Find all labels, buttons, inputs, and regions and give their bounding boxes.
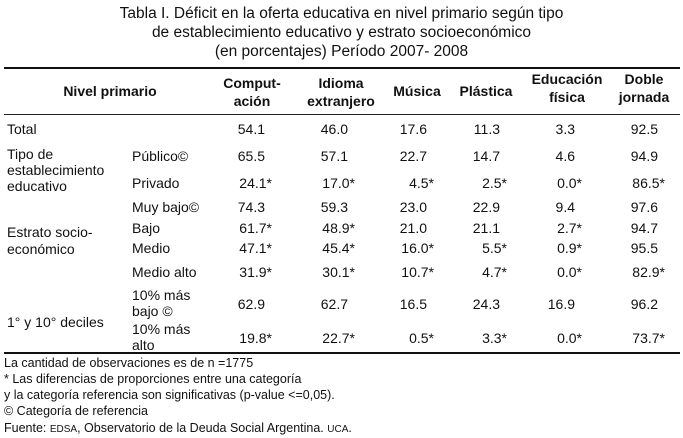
group-total: Total bbox=[7, 121, 37, 137]
cell-musica: 16.0* bbox=[401, 240, 434, 256]
header-idioma-extranjero: Idioma extranjero bbox=[307, 75, 375, 109]
cell-educacion-fisica: 2.7* bbox=[557, 220, 582, 236]
cell-computacion: 24.1* bbox=[239, 175, 272, 191]
cell-doble-jornada: 92.5 bbox=[630, 121, 658, 137]
table-bottom-rule bbox=[4, 352, 680, 354]
cell-idioma: 46.0 bbox=[320, 121, 348, 137]
cell-doble-jornada: 94.7 bbox=[630, 220, 658, 236]
cell-plastica: 11.3 bbox=[473, 121, 500, 137]
cell-idioma: 57.1 bbox=[320, 148, 348, 164]
title-line-2: de establecimiento educativo y estrato s… bbox=[151, 24, 532, 41]
cell-computacion: 54.1 bbox=[237, 121, 265, 137]
cell-computacion: 31.9* bbox=[239, 264, 272, 280]
cell-educacion-fisica: 9.4 bbox=[555, 199, 575, 215]
title-line-1: Tabla I. Déficit en la oferta educativa … bbox=[119, 5, 564, 22]
cell-educacion-fisica: 0.0* bbox=[557, 330, 582, 346]
cell-plastica: 24.3 bbox=[472, 296, 500, 312]
note-significance-2: y la categoría referencia son significat… bbox=[4, 388, 335, 402]
cell-educacion-fisica: 4.6 bbox=[555, 148, 575, 164]
group-estrato-socioeconomico: Estrato socio- económico bbox=[7, 224, 93, 257]
cell-doble-jornada: 82.9* bbox=[632, 264, 665, 280]
row-label-privado: Privado bbox=[132, 175, 180, 191]
cell-computacion: 65.5 bbox=[237, 148, 265, 164]
row-label-10-mas-alto: 10% más alto bbox=[132, 321, 191, 353]
note-reference-category: © Categoría de referencia bbox=[4, 404, 149, 418]
cell-musica: 17.6 bbox=[399, 121, 427, 137]
cell-plastica: 21.1 bbox=[472, 220, 500, 236]
row-label-medio-alto: Medio alto bbox=[132, 264, 197, 280]
header-nivel-primario: Nivel primario bbox=[63, 83, 157, 99]
row-label-muy-bajo: Muy bajo© bbox=[132, 199, 200, 215]
cell-musica: 21.0 bbox=[399, 220, 427, 236]
cell-doble-jornada: 86.5* bbox=[632, 175, 665, 191]
header-musica: Música bbox=[393, 83, 441, 99]
row-label-bajo: Bajo bbox=[132, 220, 161, 236]
cell-educacion-fisica: 0.0* bbox=[557, 264, 582, 280]
cell-musica: 22.7 bbox=[399, 148, 427, 164]
cell-plastica: 4.7* bbox=[482, 264, 507, 280]
cell-computacion: 47.1* bbox=[239, 240, 272, 256]
group-deciles: 1° y 10° deciles bbox=[7, 314, 104, 330]
note-significance-1: * Las diferencias de proporciones entre … bbox=[4, 372, 302, 386]
cell-doble-jornada: 94.9 bbox=[630, 148, 658, 164]
cell-doble-jornada: 73.7* bbox=[632, 330, 665, 346]
cell-educacion-fisica: 0.0* bbox=[557, 175, 582, 191]
cell-idioma: 62.7 bbox=[320, 296, 348, 312]
cell-doble-jornada: 95.5 bbox=[630, 240, 658, 256]
group-tipo-establecimiento: Tipo de establecimiento educativo bbox=[7, 146, 105, 194]
cell-musica: 23.0 bbox=[399, 199, 427, 215]
cell-computacion: 74.3 bbox=[237, 199, 265, 215]
note-source: Fuente: EDSA, Observatorio de la Deuda S… bbox=[4, 421, 352, 435]
cell-educacion-fisica: 0.9* bbox=[557, 240, 582, 256]
header-computacion: Comput- ación bbox=[223, 75, 281, 109]
cell-idioma: 30.1* bbox=[322, 264, 355, 280]
cell-doble-jornada: 96.2 bbox=[630, 296, 658, 312]
cell-musica: 0.5* bbox=[409, 330, 434, 346]
cell-idioma: 22.7* bbox=[322, 330, 355, 346]
cell-computacion: 62.9 bbox=[237, 296, 265, 312]
table-header-rule bbox=[4, 114, 680, 115]
cell-idioma: 59.3 bbox=[320, 199, 348, 215]
note-observations: La cantidad de observaciones es de n =17… bbox=[4, 356, 254, 370]
cell-plastica: 22.9 bbox=[472, 199, 500, 215]
table-top-rule bbox=[4, 67, 680, 69]
row-label-10-mas-bajo: 10% más bajo © bbox=[132, 287, 191, 319]
cell-musica: 16.5 bbox=[399, 296, 427, 312]
cell-idioma: 48.9* bbox=[322, 220, 355, 236]
cell-idioma: 17.0* bbox=[322, 175, 355, 191]
header-educacion-fisica: Educación física bbox=[531, 71, 603, 105]
table-title: Tabla I. Déficit en la oferta educativa … bbox=[0, 4, 683, 61]
cell-computacion: 61.7* bbox=[239, 220, 272, 236]
cell-plastica: 14.7 bbox=[472, 148, 500, 164]
cell-musica: 10.7* bbox=[401, 264, 434, 280]
cell-educacion-fisica: 3.3 bbox=[555, 121, 575, 137]
title-line-3: (en porcentajes) Período 2007- 2008 bbox=[214, 43, 469, 60]
header-plastica: Plástica bbox=[459, 83, 513, 99]
cell-doble-jornada: 97.6 bbox=[630, 199, 658, 215]
cell-educacion-fisica: 16.9 bbox=[547, 296, 575, 312]
cell-plastica: 3.3* bbox=[482, 330, 507, 346]
cell-computacion: 19.8* bbox=[239, 330, 272, 346]
cell-musica: 4.5* bbox=[409, 175, 434, 191]
row-label-medio: Medio bbox=[132, 240, 171, 256]
cell-idioma: 45.4* bbox=[322, 240, 355, 256]
cell-plastica: 2.5* bbox=[482, 175, 507, 191]
row-label-publico: Público© bbox=[132, 148, 189, 164]
header-doble-jornada: Doble jornada bbox=[618, 71, 670, 105]
cell-plastica: 5.5* bbox=[482, 240, 507, 256]
